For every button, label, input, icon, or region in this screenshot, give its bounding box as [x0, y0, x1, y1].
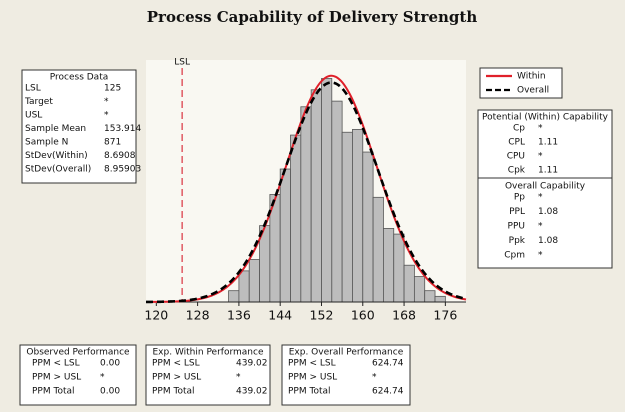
row-value: 1.08: [538, 207, 558, 217]
row-label: Target: [24, 97, 53, 107]
table-title: Exp. Overall Performance: [289, 348, 404, 358]
row-value: *: [538, 124, 543, 134]
row-value: *: [538, 251, 543, 261]
row-label: PPL: [509, 207, 525, 217]
x-tick-label: 136: [227, 308, 251, 323]
row-value: 1.11: [538, 138, 558, 148]
row-value: *: [100, 373, 105, 383]
table-box: [19, 344, 137, 406]
row-label: PPM < LSL: [152, 359, 200, 369]
row-label: Ppk: [509, 236, 526, 246]
capability-box: [477, 109, 613, 269]
table-title: Overall Capability: [505, 182, 586, 192]
legend: [479, 67, 563, 99]
row-value: 871: [104, 138, 121, 148]
row-label: Sample Mean: [25, 124, 86, 134]
table-box: [21, 69, 137, 184]
bar: [424, 290, 436, 303]
x-tick-label: 144: [268, 308, 292, 323]
x-tick-label: 168: [392, 308, 416, 323]
table-box: [145, 344, 271, 406]
row-label: Pp: [514, 193, 525, 203]
row-value: 439.02: [236, 387, 268, 397]
bar: [352, 129, 364, 303]
chart-title: Process Capability of Delivery Strength: [147, 8, 478, 26]
row-label: PPM > USL: [32, 373, 81, 383]
row-value: 439.02: [236, 359, 268, 369]
row-value: 1.08: [538, 236, 558, 246]
bar: [341, 131, 353, 303]
row-value: 624.74: [372, 359, 404, 369]
row-value: *: [372, 373, 377, 383]
bar: [290, 134, 302, 303]
row-label: USL: [25, 111, 42, 121]
row-value: *: [538, 222, 543, 232]
row-label: LSL: [25, 84, 41, 94]
bar: [362, 151, 374, 303]
bar: [403, 264, 415, 303]
bar: [413, 276, 426, 303]
row-value: 0.00: [100, 387, 120, 397]
x-tick-label: 176: [433, 308, 457, 323]
row-label: CPU: [507, 152, 525, 162]
table-title: Potential (Within) Capability: [482, 113, 609, 123]
bar: [279, 168, 291, 303]
row-label: CPL: [508, 138, 525, 148]
row-label: PPM > USL: [152, 373, 201, 383]
bar: [300, 106, 312, 303]
row-label: PPM Total: [32, 387, 75, 397]
legend-label: Overall: [517, 86, 549, 96]
row-label: Cpk: [508, 166, 526, 176]
row-value: 8.6908: [104, 151, 136, 161]
bar: [228, 290, 240, 303]
row-value: *: [104, 111, 109, 121]
x-tick-label: 128: [186, 308, 210, 323]
row-value: 1.11: [538, 166, 558, 176]
table-box: [281, 344, 411, 406]
row-label: PPM Total: [152, 387, 195, 397]
table-title: Observed Performance: [26, 348, 130, 358]
row-label: Cpm: [504, 251, 525, 261]
table-title: Exp. Within Performance: [153, 348, 264, 358]
x-tick-label: 160: [351, 308, 375, 323]
bar: [393, 233, 405, 303]
row-value: 624.74: [372, 387, 404, 397]
bar: [310, 89, 322, 303]
row-label: PPM < LSL: [288, 359, 336, 369]
row-label: PPM < LSL: [32, 359, 80, 369]
x-tick-label: 152: [310, 308, 334, 323]
row-label: PPM Total: [288, 387, 331, 397]
density-curve: [145, 74, 467, 303]
bar: [383, 228, 395, 303]
bar: [321, 78, 333, 303]
row-value: *: [104, 97, 109, 107]
bar: [238, 270, 250, 303]
bar: [372, 196, 384, 303]
row-label: StDev(Within): [25, 151, 88, 161]
table-title: Process Data: [50, 73, 109, 83]
row-value: *: [538, 152, 543, 162]
x-tick-label: 120: [144, 308, 168, 323]
row-value: 0.00: [100, 359, 120, 369]
row-value: *: [236, 373, 241, 383]
bar: [248, 259, 260, 303]
row-label: StDev(Overall): [25, 165, 91, 175]
lsl-label: LSL: [174, 58, 190, 68]
bar: [331, 100, 343, 303]
row-value: *: [538, 193, 543, 203]
density-curve: [145, 81, 467, 304]
row-label: PPU: [508, 222, 525, 232]
row-label: Cp: [513, 124, 525, 134]
bar: [434, 295, 446, 303]
row-value: 8.95903: [104, 165, 141, 175]
row-value: 125: [104, 84, 121, 94]
row-label: PPM > USL: [288, 373, 337, 383]
row-value: 153.914: [104, 124, 141, 134]
row-label: Sample N: [25, 138, 68, 148]
legend-label: Within: [517, 72, 546, 82]
